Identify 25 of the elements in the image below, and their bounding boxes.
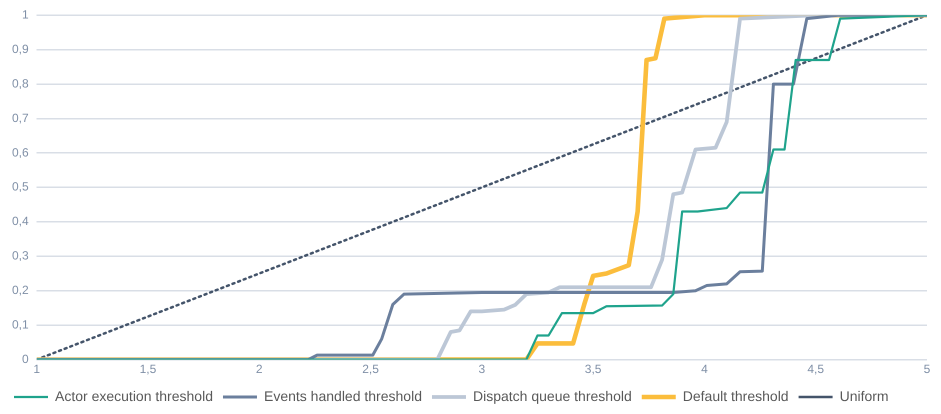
y-tick-label: 0,5 — [12, 180, 29, 194]
y-tick-label: 0,1 — [12, 317, 29, 332]
legend-label: Actor execution threshold — [55, 388, 213, 404]
legend-label: Uniform — [840, 388, 889, 404]
y-tick-label: 0,6 — [12, 145, 29, 160]
y-tick-label: 0,8 — [12, 76, 29, 90]
x-tick-label: 5 — [924, 362, 931, 376]
y-tick-label: 0,2 — [12, 283, 29, 298]
x-tick-label: 4,5 — [807, 362, 824, 376]
y-tick-label: 0,7 — [12, 110, 29, 125]
y-tick-label: 0,3 — [12, 248, 29, 263]
x-tick-label: 2,5 — [362, 362, 380, 376]
y-tick-label: 0,4 — [12, 214, 29, 228]
y-tick-label: 1 — [22, 8, 29, 22]
y-tick-label: 0 — [22, 352, 29, 366]
legend-label: Dispatch queue threshold — [472, 388, 632, 404]
x-tick-label: 4 — [701, 362, 708, 376]
legend-label: Default threshold — [682, 388, 789, 404]
x-tick-label: 1,5 — [140, 362, 157, 376]
legend-label: Events handled threshold — [264, 388, 422, 404]
y-tick-label: 0,9 — [12, 42, 29, 56]
x-tick-label: 3 — [478, 362, 486, 376]
x-tick-label: 3,5 — [584, 362, 602, 376]
x-tick-label: 2 — [256, 362, 263, 376]
x-tick-label: 1 — [33, 362, 40, 376]
